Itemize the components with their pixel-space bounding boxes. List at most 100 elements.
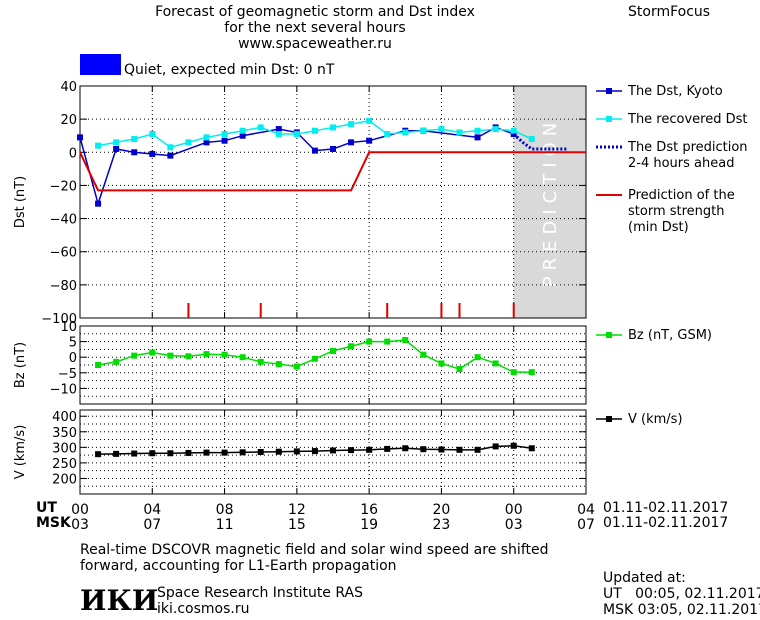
panel-frame [79, 409, 587, 495]
data-point [384, 131, 391, 138]
data-point [149, 349, 156, 356]
data-point [402, 445, 409, 452]
msk-tick-label: 03 [505, 517, 523, 533]
data-point [348, 447, 355, 454]
data-point [438, 360, 445, 367]
msk-tick-label: 07 [143, 517, 161, 533]
legend-dst-label: The Dst, Kyoto [628, 84, 723, 99]
data-point [366, 117, 373, 124]
y-axis-label: V (km/s) [13, 425, 28, 480]
msk-tick-label: 11 [216, 517, 234, 533]
footnote-line1: Real-time DSCOVR magnetic field and sola… [80, 542, 549, 558]
y-tick-label: 300 [52, 441, 77, 456]
msk-tick-label: 15 [288, 517, 306, 533]
legend-dst-swatch-marker [606, 88, 612, 94]
data-point [239, 354, 246, 361]
data-point [167, 450, 174, 457]
series-line [97, 120, 533, 149]
data-point [293, 448, 300, 455]
data-point [366, 446, 373, 453]
data-point [366, 338, 373, 345]
data-point [510, 442, 517, 449]
data-point [113, 450, 120, 457]
data-point [149, 131, 156, 138]
data-point [221, 449, 228, 456]
data-point [275, 126, 282, 133]
series-line [79, 151, 586, 192]
y-tick-label: 250 [52, 457, 77, 472]
data-point [167, 144, 174, 151]
updated-msk: MSK 03:05, 02.11.2017 [603, 602, 760, 618]
data-point [149, 450, 156, 457]
legend-prediction-label-2: 2-4 hours ahead [628, 156, 735, 171]
y-tick-label: −10 [50, 382, 77, 397]
y-tick-label: 400 [52, 410, 77, 425]
legend-bz-swatch-marker [606, 332, 612, 338]
status-swatch [80, 54, 121, 75]
ut-axis-label: UT [36, 500, 57, 516]
iki-logo: ИКИ [80, 584, 159, 617]
data-point [474, 127, 481, 134]
data-point [456, 366, 463, 373]
y-tick-label: 5 [69, 336, 77, 351]
chart-title-line2: for the next several hours [224, 20, 406, 36]
data-point [438, 446, 445, 453]
data-point [95, 451, 102, 458]
y-tick-label: −5 [58, 367, 77, 382]
data-point [221, 131, 228, 138]
ut-tick-label: 00 [71, 502, 89, 518]
series-line [512, 132, 568, 151]
data-point [203, 351, 210, 358]
data-point [203, 449, 210, 456]
data-point [492, 443, 499, 450]
institute-name: Space Research Institute RAS [157, 585, 363, 601]
data-point [203, 139, 210, 146]
msk-date-range: 01.11-02.11.2017 [603, 515, 729, 531]
data-point [185, 139, 192, 146]
y-tick-label: −60 [50, 246, 77, 261]
data-point [456, 446, 463, 453]
legend-v-label: V (km/s) [628, 412, 683, 427]
data-point [275, 448, 282, 455]
data-point [384, 338, 391, 345]
data-point [113, 145, 120, 152]
data-point [456, 129, 463, 136]
data-point [149, 150, 156, 157]
data-point [492, 360, 499, 367]
data-point [420, 351, 427, 358]
data-point [311, 448, 318, 455]
y-tick-label: 20 [60, 113, 77, 128]
data-point [257, 124, 264, 131]
data-point [366, 137, 373, 144]
data-point [330, 124, 336, 131]
data-point [239, 132, 246, 139]
data-point [239, 449, 246, 456]
data-point [95, 142, 102, 149]
data-point [348, 121, 355, 128]
data-point [275, 131, 282, 138]
data-point [203, 134, 210, 141]
ut-tick-label: 08 [216, 502, 234, 518]
data-point [185, 353, 192, 360]
data-point [492, 126, 499, 133]
footnote-line2: forward, accounting for L1-Earth propaga… [80, 558, 397, 574]
brand-name: StormFocus [628, 4, 711, 20]
ut-tick-label: 04 [577, 502, 595, 518]
y-tick-label: 0 [69, 146, 77, 161]
legend-recovered-swatch-marker [606, 116, 612, 122]
y-tick-label: −100 [41, 312, 77, 327]
institute-url[interactable]: iki.cosmos.ru [157, 601, 250, 617]
ut-date-range: 01.11-02.11.2017 [603, 500, 729, 516]
y-axis-label: Dst (nT) [13, 176, 28, 228]
y-tick-label: 40 [60, 80, 77, 95]
data-point [420, 127, 427, 134]
data-point [438, 126, 445, 133]
legend-prediction-label-1: The Dst prediction [628, 140, 748, 155]
data-point [95, 362, 102, 368]
y-tick-label: 0 [69, 351, 77, 366]
data-point [131, 136, 138, 143]
ut-tick-label: 00 [505, 502, 523, 518]
legend-storm-label-1: Prediction of the [628, 188, 735, 203]
data-point [185, 449, 192, 456]
ut-tick-label: 16 [360, 502, 378, 518]
